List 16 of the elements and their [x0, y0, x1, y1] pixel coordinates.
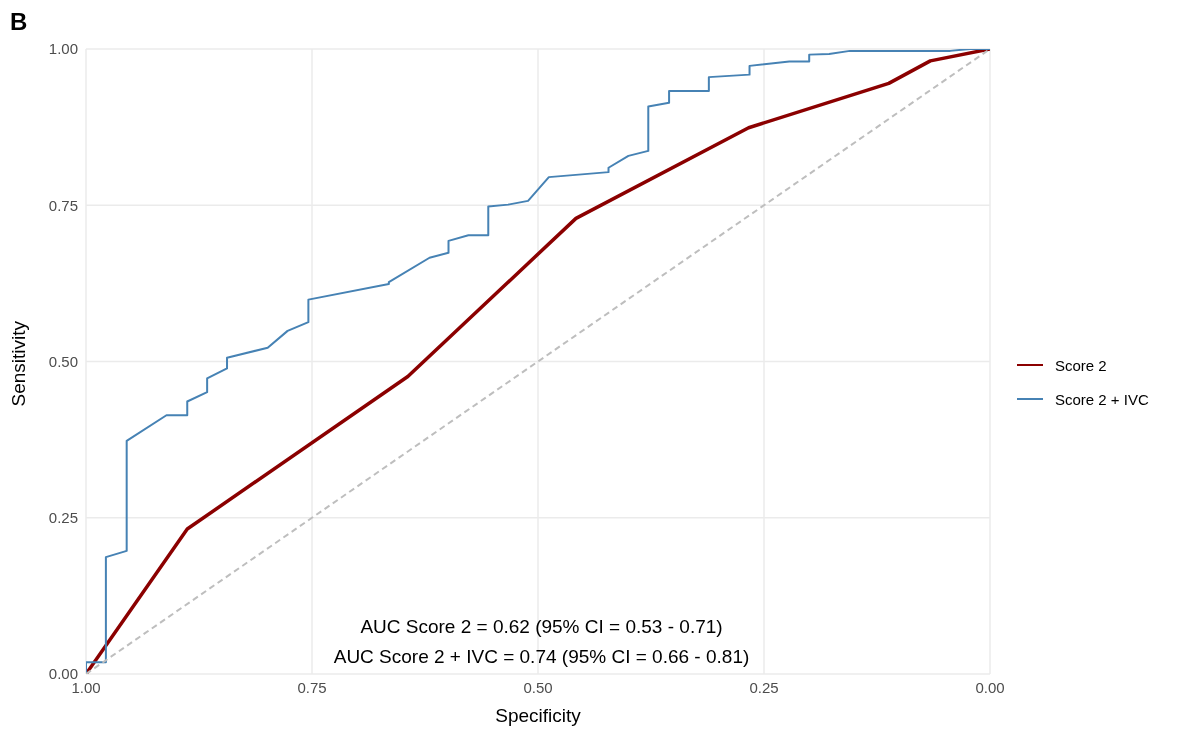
y-tick-label: 0.25 — [48, 509, 78, 527]
x-tick-label: 0.75 — [297, 678, 327, 696]
annotation: AUC Score 2 + IVC = 0.74 (95% CI = 0.66 - 0.81) — [332, 646, 751, 668]
x-tick-label: 0.00 — [975, 678, 1005, 696]
legend-label: Score 2 + IVC — [1055, 390, 1149, 408]
legend-label: Score 2 — [1055, 356, 1107, 374]
y-axis-title: Sensitivity — [7, 320, 29, 407]
y-tick-label: 1.00 — [48, 40, 78, 58]
y-tick-label: 0.75 — [48, 196, 78, 214]
x-tick-label: 0.25 — [749, 678, 779, 696]
x-axis-title: Specificity — [495, 705, 582, 726]
y-tick-label: 0.50 — [48, 352, 78, 370]
line-series — [86, 49, 990, 674]
chart-title: B — [10, 8, 28, 36]
x-tick-label: 0.50 — [523, 678, 553, 696]
annotation: AUC Score 2 = 0.62 (95% CI = 0.53 - 0.71) — [359, 616, 724, 638]
